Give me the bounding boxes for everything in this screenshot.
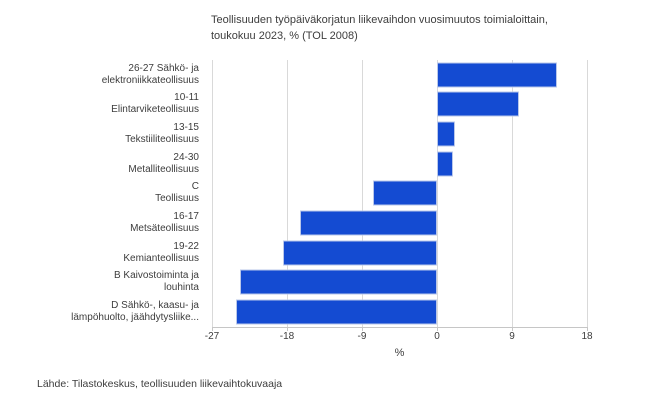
category-label: C Teollisuus — [0, 179, 205, 209]
bar-row — [212, 119, 587, 149]
category-label: 13-15 Tekstiiliteollisuus — [0, 119, 205, 149]
bar — [372, 180, 437, 206]
bar-row — [212, 90, 587, 120]
bar — [437, 91, 519, 117]
x-tick-mark--27 — [212, 327, 213, 331]
gridline--18 — [287, 60, 288, 327]
category-label-line: elektroniikkateollisuus — [101, 74, 199, 86]
gridline--9 — [362, 60, 363, 327]
gridline-18 — [587, 60, 588, 327]
source-note: Lähde: Tilastokeskus, teollisuuden liike… — [37, 378, 283, 390]
bar — [239, 269, 437, 295]
gridline-9 — [512, 60, 513, 327]
x-tick-mark-9 — [512, 327, 513, 331]
category-label-line: 13-15 — [173, 122, 199, 134]
bar — [236, 299, 437, 325]
category-label-line: lämpöhuolto, jäähdytysliike... — [71, 312, 199, 324]
bar — [437, 62, 557, 88]
x-tick-label-0: 0 — [434, 331, 440, 342]
bar-row — [212, 238, 587, 268]
category-label: 26-27 Sähkö- ja elektroniikkateollisuus — [0, 60, 205, 90]
category-label-line: Elintarviketeollisuus — [111, 104, 199, 116]
chart-title-line1: Teollisuuden työpäiväkorjatun liikevaihd… — [211, 14, 548, 26]
chart-title-line2: toukokuu 2023, % (TOL 2008) — [211, 30, 358, 42]
category-label-line: 24-30 — [173, 151, 199, 163]
bar-row — [212, 60, 587, 90]
gridline--27 — [212, 60, 213, 327]
category-label: 19-22 Kemianteollisuus — [0, 238, 205, 268]
category-label-line: Metsäteollisuus — [130, 223, 199, 235]
x-axis-label: % — [394, 347, 405, 359]
bar — [437, 121, 456, 147]
x-tick-label--18: -18 — [279, 331, 295, 342]
category-label-line: 16-17 — [173, 211, 199, 223]
x-tick-mark--18 — [287, 327, 288, 331]
x-tick-mark-0 — [437, 327, 438, 331]
bar — [437, 151, 453, 177]
category-label: 10-11 Elintarviketeollisuus — [0, 90, 205, 120]
category-label: B Kaivostoiminta ja louhinta — [0, 268, 205, 298]
bar-row — [212, 149, 587, 179]
category-label-line: B Kaivostoiminta ja — [113, 270, 199, 282]
category-label-line: Metalliteollisuus — [128, 163, 199, 175]
x-axis-ticks: -27 -18 -9 0 9 18 — [205, 327, 593, 345]
category-label-line: louhinta — [163, 282, 199, 294]
category-label-line: 19-22 — [173, 240, 199, 252]
gridline-0 — [437, 60, 438, 327]
bar — [282, 240, 437, 266]
x-tick-mark-18 — [587, 327, 588, 331]
category-label-line: D Sähkö-, kaasu- ja — [111, 300, 199, 312]
category-label-line: 26-27 Sähkö- ja — [128, 62, 199, 74]
x-tick-label-9: 9 — [509, 331, 515, 342]
category-label: 24-30 Metalliteollisuus — [0, 149, 205, 179]
category-label-line: C — [191, 181, 199, 193]
x-tick-mark--9 — [362, 327, 363, 331]
bar — [300, 210, 437, 236]
category-label-line: Tekstiiliteollisuus — [125, 134, 199, 146]
bar-row — [212, 297, 587, 327]
category-axis: 26-27 Sähkö- ja elektroniikkateollisuus 10… — [0, 60, 205, 327]
category-label-line: Teollisuus — [155, 193, 199, 205]
bar-row — [212, 268, 587, 298]
x-tick-label--27: -27 — [204, 331, 220, 342]
bar-row — [212, 179, 587, 209]
bar-row — [212, 208, 587, 238]
category-label: D Sähkö-, kaasu- ja lämpöhuolto, jäähdyty… — [0, 297, 205, 327]
x-tick-label-18: 18 — [581, 331, 593, 342]
category-label: 16-17 Metsäteollisuus — [0, 208, 205, 238]
category-label-line: 10-11 — [174, 92, 199, 104]
x-tick-label--9: -9 — [357, 331, 367, 342]
plot-area — [212, 60, 588, 328]
chart-title: Teollisuuden työpäiväkorjatun liikevaihd… — [211, 12, 611, 44]
category-label-line: Kemianteollisuus — [123, 252, 199, 264]
